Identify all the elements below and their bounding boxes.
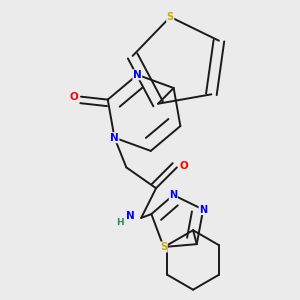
Text: S: S bbox=[167, 12, 174, 22]
Text: S: S bbox=[160, 242, 167, 252]
Text: O: O bbox=[69, 92, 78, 102]
Text: N: N bbox=[199, 205, 207, 214]
Text: H: H bbox=[117, 218, 124, 227]
Text: N: N bbox=[126, 212, 135, 221]
Text: N: N bbox=[169, 190, 177, 200]
Text: O: O bbox=[180, 161, 189, 171]
Text: N: N bbox=[110, 133, 119, 143]
Text: N: N bbox=[133, 70, 142, 80]
